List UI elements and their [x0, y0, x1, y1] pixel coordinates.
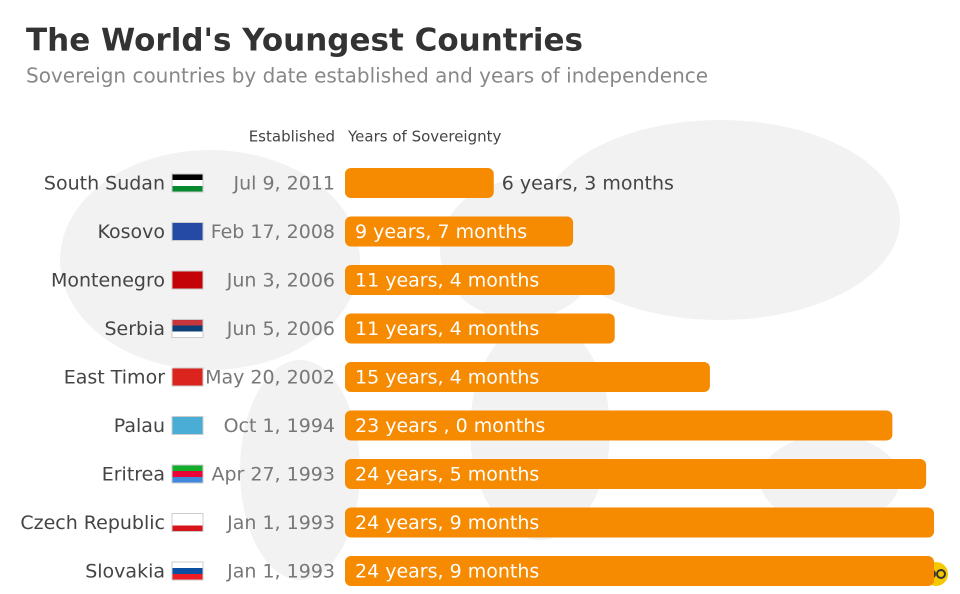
established-date: Oct 1, 1994 [224, 415, 335, 437]
category-label: Czech Republic [20, 512, 165, 534]
flag-stripe [172, 374, 203, 380]
flag-stripe [172, 568, 203, 574]
flag-stripe [172, 368, 203, 374]
value-label: 23 years , 0 months [355, 415, 545, 437]
flag [171, 464, 204, 484]
category-label: Serbia [104, 318, 165, 340]
flag-stripe [172, 477, 203, 483]
flag-stripe [172, 471, 203, 477]
flag-stripe [172, 186, 203, 192]
established-date: Jun 5, 2006 [226, 318, 335, 340]
category-label: South Sudan [44, 173, 165, 195]
flag-stripe [172, 234, 203, 241]
established-date: Jan 1, 1993 [226, 561, 335, 583]
bar [345, 507, 935, 538]
flag-stripe [172, 331, 203, 338]
value-label: 15 years, 4 months [355, 367, 539, 389]
flag-stripe [172, 283, 203, 289]
value-label: 24 years, 9 months [355, 561, 539, 583]
flag-stripe [172, 465, 203, 471]
bar [345, 265, 615, 295]
flag-stripe [172, 562, 203, 568]
established-date: Feb 17, 2008 [211, 221, 335, 243]
flag-border [171, 173, 204, 193]
category-label: Montenegro [51, 270, 165, 292]
flag-border [171, 270, 204, 290]
flag [171, 416, 204, 435]
bar [345, 410, 893, 441]
flag-stripe [172, 174, 203, 180]
flag [171, 561, 204, 581]
flag-stripe [172, 180, 203, 186]
category-label: Slovakia [85, 561, 165, 583]
category-label: Palau [114, 415, 165, 437]
value-label: 11 years, 4 months [355, 318, 539, 340]
flag-border [171, 513, 204, 532]
category-label: Kosovo [97, 221, 165, 243]
value-label: 6 years, 3 months [502, 173, 674, 195]
flag-border [171, 561, 204, 581]
value-label: 24 years, 5 months [355, 464, 539, 486]
flag [171, 367, 204, 387]
bar [345, 313, 615, 344]
flag-stripe [172, 325, 203, 332]
flag-stripe [172, 416, 203, 423]
category-label: Eritrea [102, 464, 165, 486]
flag-stripe [172, 428, 203, 435]
flag-stripe [172, 422, 203, 429]
chart-subtitle: Sovereign countries by date established … [26, 64, 708, 88]
bar [345, 362, 710, 392]
flag-stripe [172, 574, 203, 580]
bar [345, 556, 935, 586]
bar [345, 216, 574, 247]
flag-border [171, 222, 204, 241]
value-label: 9 years, 7 months [355, 221, 527, 243]
value-label: 11 years, 4 months [355, 270, 539, 292]
established-date: Jul 9, 2011 [233, 173, 336, 195]
established-date: Jun 3, 2006 [226, 270, 335, 292]
flag-border [171, 416, 204, 435]
flag-stripe [172, 271, 203, 277]
established-date: Apr 27, 1993 [211, 464, 335, 486]
flag-stripe [172, 525, 203, 532]
chart-title: The World's Youngest Countries [26, 23, 583, 59]
flag [171, 173, 204, 193]
flag-border [171, 367, 204, 387]
flag [171, 222, 204, 241]
flag-stripe [172, 513, 203, 520]
bar [345, 168, 494, 198]
flag-stripe [172, 228, 203, 235]
flag-stripe [172, 222, 203, 229]
flag [171, 513, 204, 532]
flag-stripe [172, 277, 203, 283]
flag-border [171, 319, 204, 338]
bar [345, 459, 927, 489]
flag [171, 319, 204, 338]
flag-stripe [172, 380, 203, 386]
flag [171, 270, 204, 290]
value-label: 24 years, 9 months [355, 512, 539, 534]
flag-stripe [172, 319, 203, 326]
established-date: May 20, 2002 [205, 367, 335, 389]
flag-border [171, 464, 204, 484]
established-date: Jan 1, 1993 [226, 512, 335, 534]
category-label: East Timor [64, 367, 165, 389]
column-header: Years of Sovereignty [347, 128, 502, 146]
flag-stripe [172, 519, 203, 526]
column-header: Established [249, 128, 335, 146]
